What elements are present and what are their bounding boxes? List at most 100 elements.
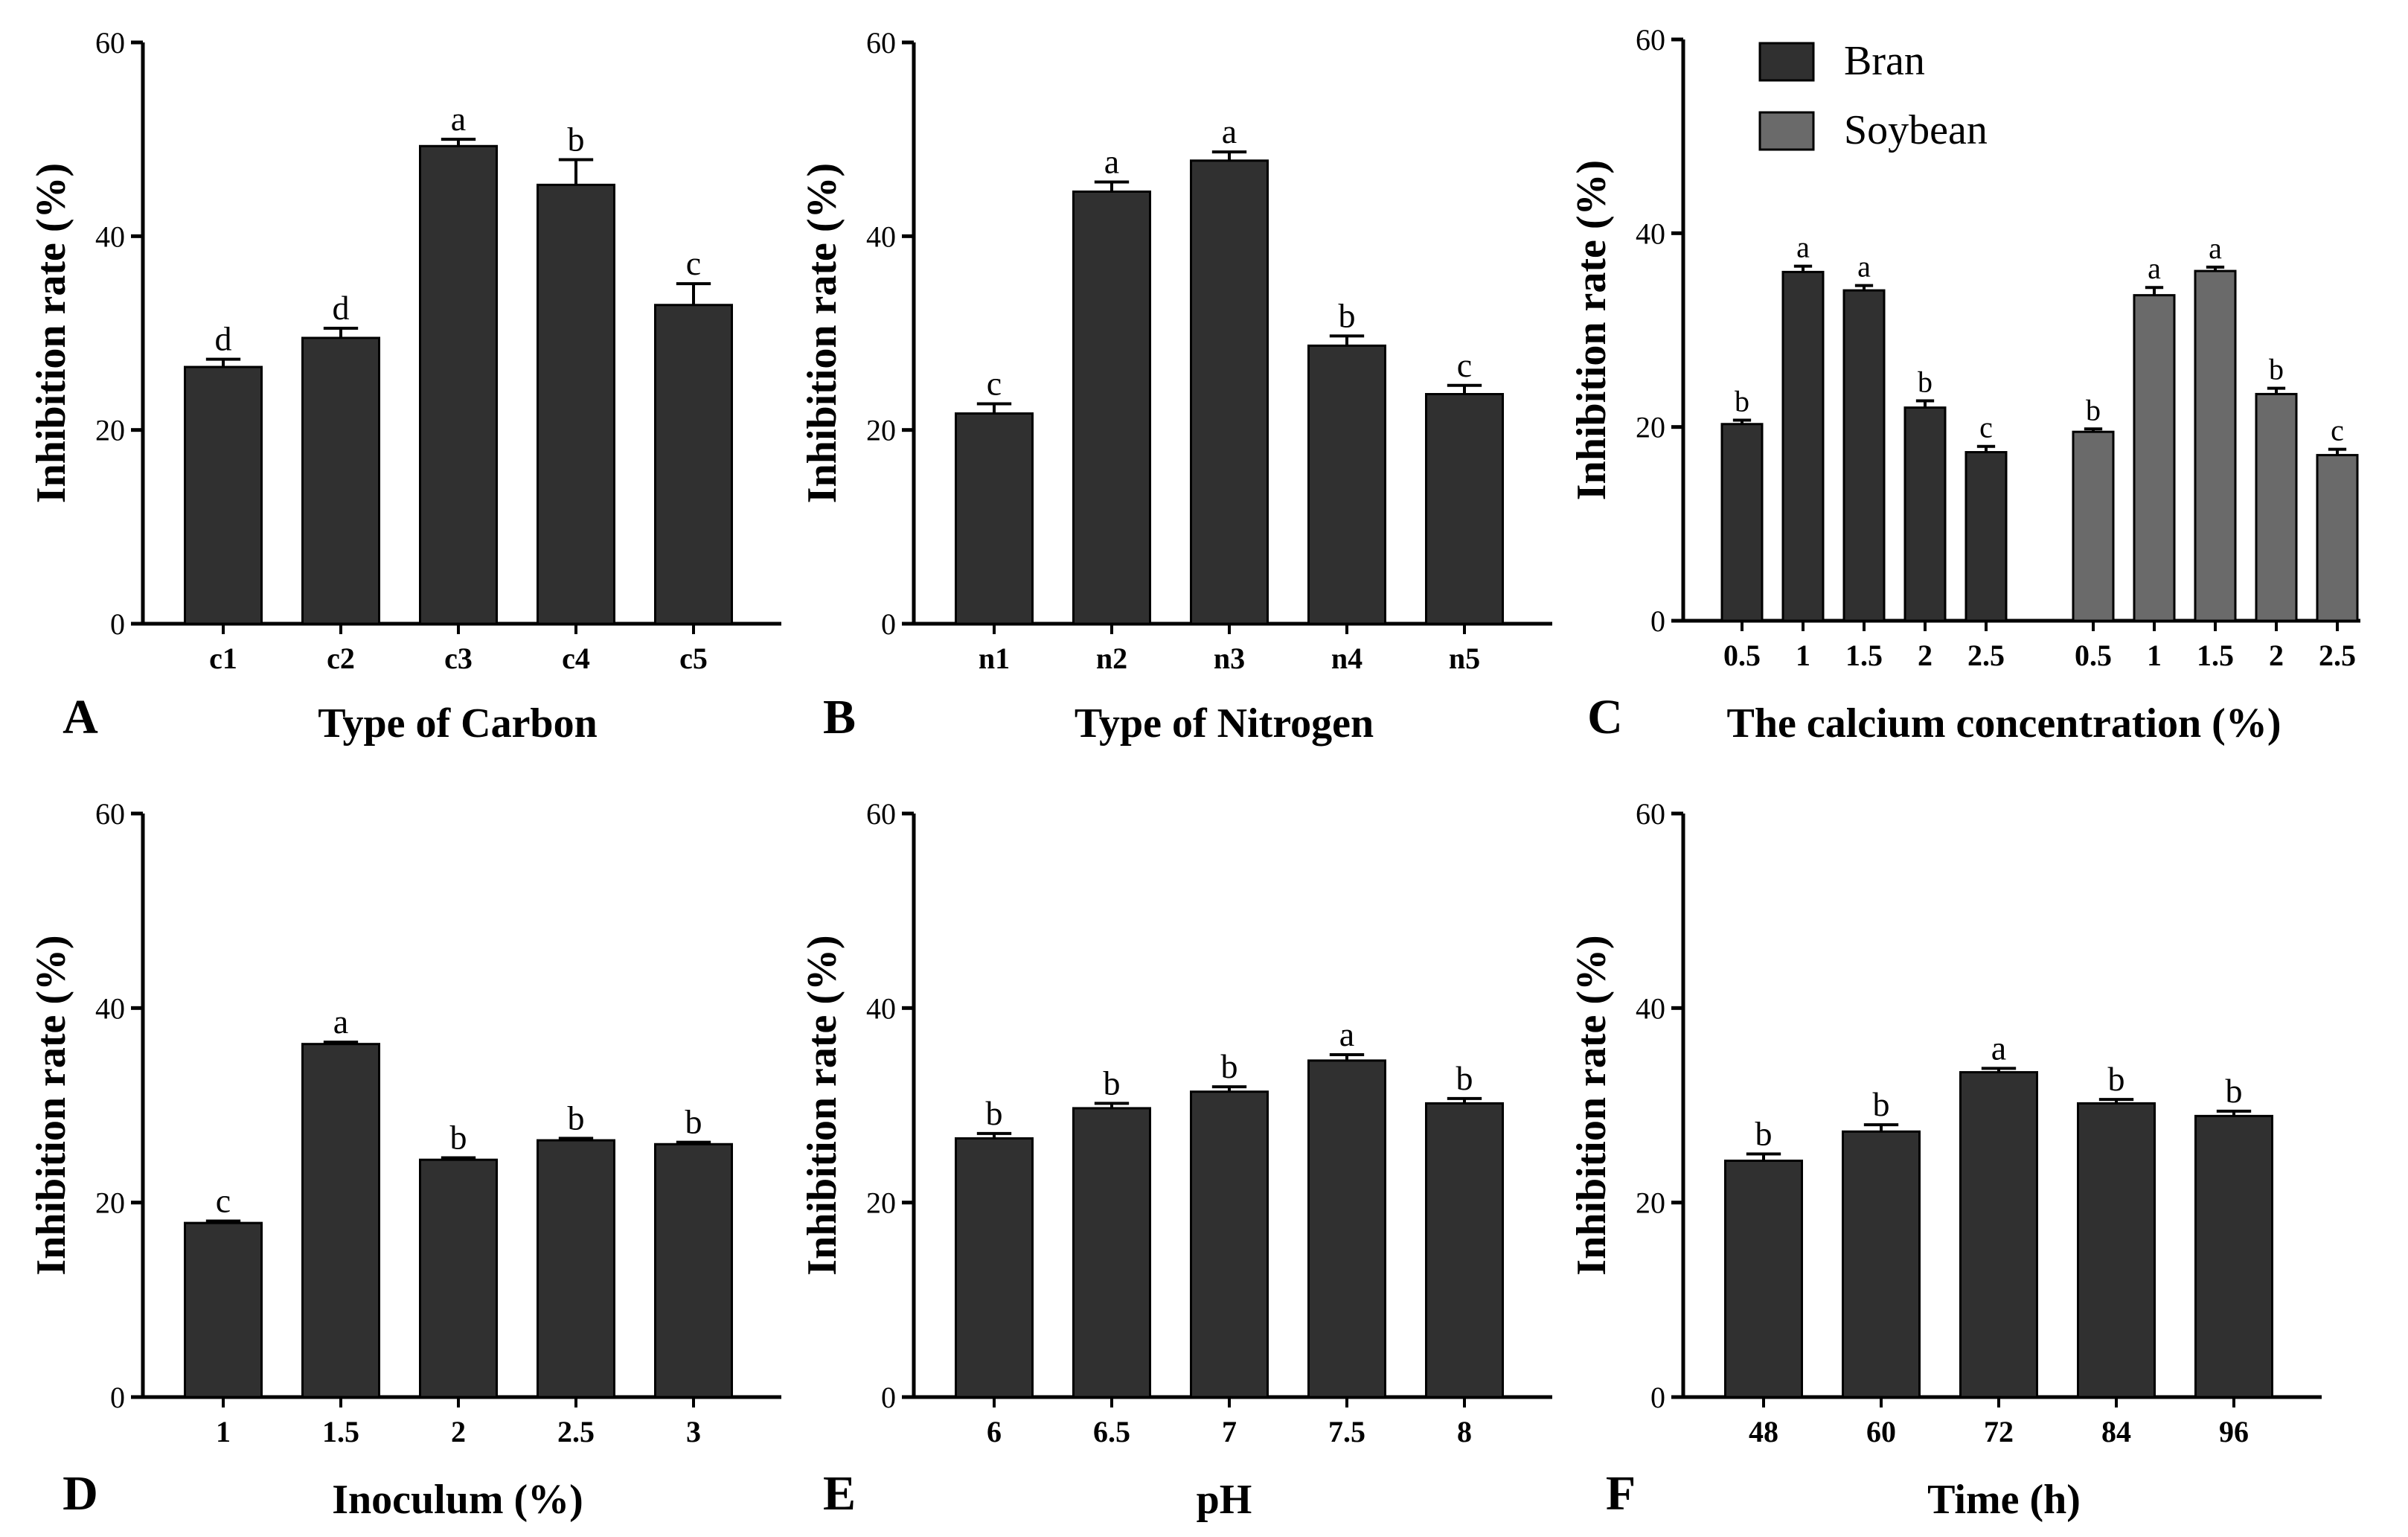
panel-letter: A bbox=[63, 690, 98, 744]
y-tick-label: 60 bbox=[95, 797, 125, 831]
y-tick-label: 40 bbox=[866, 991, 896, 1025]
significance-letter: a bbox=[333, 1003, 348, 1041]
significance-letter: c bbox=[686, 244, 701, 282]
bar bbox=[1072, 190, 1151, 625]
x-tick-label: 6.5 bbox=[1093, 1415, 1130, 1448]
x-tick-label: 2.5 bbox=[1967, 639, 2005, 672]
significance-letter: b bbox=[1873, 1085, 1890, 1123]
bar bbox=[1720, 423, 1764, 622]
x-tick-label: 7.5 bbox=[1328, 1415, 1365, 1448]
significance-letter: c bbox=[2331, 414, 2344, 447]
x-tick-label: 1.5 bbox=[1845, 639, 1883, 672]
legend-label: Bran bbox=[1844, 38, 1925, 84]
y-tick-label: 20 bbox=[1636, 411, 1665, 444]
significance-letter: a bbox=[451, 100, 466, 138]
y-tick-label: 60 bbox=[1636, 797, 1665, 831]
x-tick-label: 2.5 bbox=[557, 1415, 595, 1448]
significance-letter: c bbox=[216, 1181, 231, 1219]
x-axis-label: The calcium concentration (%) bbox=[1727, 700, 2281, 747]
significance-letter: d bbox=[333, 289, 350, 327]
y-tick-label: 20 bbox=[866, 414, 896, 447]
y-tick-label: 0 bbox=[881, 607, 896, 641]
bar bbox=[537, 1139, 615, 1399]
bar bbox=[2255, 392, 2298, 622]
significance-letter: a bbox=[2148, 252, 2161, 285]
significance-letter: b bbox=[1735, 385, 1749, 418]
x-tick-label: c1 bbox=[209, 642, 237, 675]
bar bbox=[419, 144, 498, 625]
y-axis-label: Inhibition rate (%) bbox=[1569, 935, 1615, 1275]
x-tick-label: 2 bbox=[1918, 639, 1933, 672]
significance-letter: a bbox=[1857, 250, 1871, 284]
bar bbox=[1724, 1159, 1803, 1399]
x-tick-label: 0.5 bbox=[2075, 639, 2112, 672]
y-tick-label: 0 bbox=[1650, 604, 1665, 638]
panel-letter: E bbox=[823, 1466, 856, 1521]
bar bbox=[955, 1137, 1034, 1399]
bar bbox=[2077, 1102, 2156, 1399]
y-tick-label: 20 bbox=[95, 414, 125, 447]
x-tick-label: 72 bbox=[1984, 1415, 2014, 1448]
significance-letter: c bbox=[1979, 411, 1993, 444]
bar bbox=[184, 365, 263, 625]
x-tick-label: 3 bbox=[686, 1415, 701, 1448]
x-tick-label: 1.5 bbox=[322, 1415, 359, 1448]
y-tick-label: 20 bbox=[866, 1186, 896, 1220]
x-tick-label: 2.5 bbox=[2319, 639, 2356, 672]
y-axis-label: Inhibition rate (%) bbox=[28, 163, 74, 503]
y-tick-label: 60 bbox=[1636, 23, 1665, 57]
significance-letter: b bbox=[1456, 1059, 1473, 1097]
y-tick-label: 0 bbox=[110, 1381, 125, 1414]
significance-letter: a bbox=[1104, 142, 1119, 180]
x-tick-label: 6 bbox=[987, 1415, 1002, 1448]
bar bbox=[1190, 159, 1269, 625]
y-axis-label: Inhibition rate (%) bbox=[1569, 160, 1615, 500]
y-axis-label: Inhibition rate (%) bbox=[799, 163, 845, 503]
y-tick-label: 40 bbox=[866, 220, 896, 253]
x-tick-label: c3 bbox=[444, 642, 473, 675]
x-axis-label: Type of Carbon bbox=[318, 700, 597, 747]
y-tick-label: 20 bbox=[95, 1186, 125, 1220]
x-tick-label: 60 bbox=[1866, 1415, 1896, 1448]
panel-b: 0 20 40 60 Inhibition rate (%) c n1 a n2 a n3 b n4 c n… bbox=[799, 26, 1552, 747]
bar bbox=[301, 1043, 380, 1399]
bar bbox=[2194, 1114, 2273, 1399]
significance-letter: d bbox=[215, 320, 232, 358]
significance-letter: b bbox=[1221, 1047, 1238, 1085]
significance-letter: b bbox=[685, 1103, 702, 1141]
significance-letter: c bbox=[987, 365, 1002, 403]
x-tick-label: 48 bbox=[1749, 1415, 1778, 1448]
bar bbox=[955, 412, 1034, 625]
significance-letter: a bbox=[1222, 112, 1237, 150]
significance-letter: b bbox=[568, 121, 585, 159]
significance-letter: a bbox=[2209, 231, 2222, 265]
legend: Bran Soybean bbox=[1758, 38, 1988, 153]
x-tick-label: 0.5 bbox=[1723, 639, 1761, 672]
x-tick-label: 96 bbox=[2219, 1415, 2249, 1448]
y-tick-label: 40 bbox=[95, 991, 125, 1025]
panel-c: 0 20 40 60 Inhibition rate (%) b 0.5 a 1 a 1.5 b 2 c 2… bbox=[1569, 23, 2360, 747]
bar bbox=[1072, 1107, 1151, 1399]
x-tick-label: 8 bbox=[1457, 1415, 1472, 1448]
bar bbox=[654, 304, 733, 625]
x-axis-label: pH bbox=[1197, 1477, 1252, 1523]
y-tick-label: 60 bbox=[866, 26, 896, 60]
bar bbox=[1959, 1071, 2038, 1399]
bar bbox=[654, 1143, 733, 1399]
x-tick-label: n4 bbox=[1331, 642, 1362, 675]
x-tick-label: n2 bbox=[1096, 642, 1127, 675]
bar bbox=[2072, 430, 2115, 622]
bar bbox=[1307, 344, 1386, 625]
x-tick-label: 1 bbox=[2147, 639, 2162, 672]
x-tick-label: 1 bbox=[216, 1415, 231, 1448]
x-tick-label: 84 bbox=[2101, 1415, 2131, 1448]
bar bbox=[419, 1158, 498, 1399]
x-axis-label: Type of Nitrogen bbox=[1075, 700, 1374, 747]
bar bbox=[1307, 1059, 1386, 1399]
bar bbox=[1190, 1090, 1269, 1399]
y-tick-label: 60 bbox=[95, 26, 125, 60]
y-tick-label: 0 bbox=[881, 1381, 896, 1414]
x-tick-label: c5 bbox=[679, 642, 708, 675]
